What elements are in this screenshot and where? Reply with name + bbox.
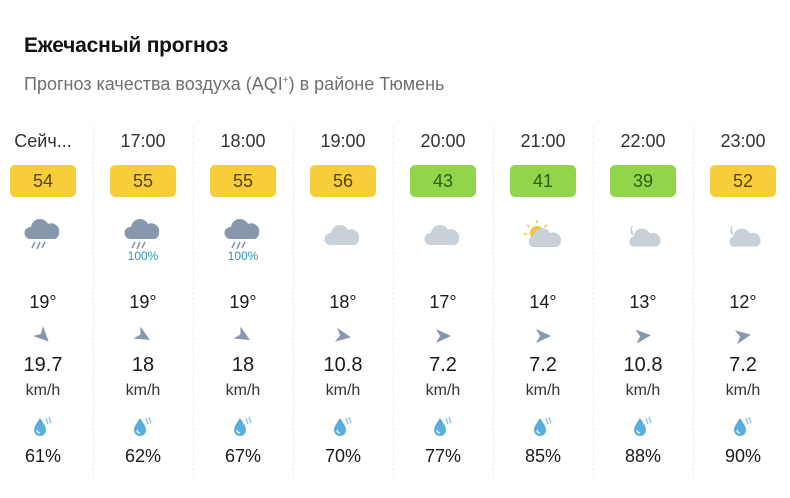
weather-icon-wrap: [613, 217, 673, 273]
hour-label: Сейч...: [14, 131, 72, 151]
wind-speed: 7.2: [429, 354, 457, 376]
temperature: 13°: [629, 292, 657, 312]
rain-cloud-icon: [121, 217, 165, 253]
aqi-plus-superscript: +: [282, 75, 289, 86]
wind-unit: km/h: [725, 382, 761, 399]
hour-column-4[interactable]: 20:00 43 17° 7.2 km/h 77%: [393, 126, 493, 476]
hour-column-7[interactable]: 23:00 52 12° 7.2 km/h 90%: [693, 126, 790, 476]
weather-icon-wrap: [13, 217, 73, 273]
subtitle-text: Прогноз качества воздуха (AQI: [24, 74, 283, 94]
humidity-icon: [131, 416, 155, 443]
hour-column-0[interactable]: Сейч... 54 19° 19.7 km/h 61%: [0, 126, 93, 476]
wind-unit: km/h: [525, 382, 561, 399]
wind-direction-icon: [33, 326, 53, 351]
humidity-value: 88%: [624, 446, 662, 466]
weather-icon-wrap: 100%: [113, 217, 173, 273]
humidity-value: 77%: [424, 446, 462, 466]
temperature: 17°: [429, 292, 457, 312]
humidity-value: 61%: [24, 446, 62, 466]
hour-column-3[interactable]: 19:00 56 18° 10.8 km/h 70%: [293, 126, 393, 476]
wind-speed: 10.8: [623, 354, 663, 376]
weather-icon-wrap: [513, 217, 573, 273]
wind-speed: 19.7: [23, 354, 63, 376]
humidity-icon: [531, 416, 555, 443]
humidity-icon: [731, 416, 755, 443]
precip-chance: 100%: [227, 249, 259, 263]
humidity-value: 70%: [324, 446, 362, 466]
wind-unit: km/h: [225, 382, 261, 399]
aqi-badge[interactable]: 52: [710, 165, 776, 197]
temperature: 19°: [229, 292, 257, 312]
weather-icon-wrap: [313, 217, 373, 273]
humidity-icon: [31, 416, 55, 443]
wind-direction-icon: [633, 326, 653, 351]
wind-direction-icon: [433, 326, 453, 351]
temperature: 19°: [129, 292, 157, 312]
hour-label: 23:00: [720, 131, 766, 151]
humidity-value: 67%: [224, 446, 262, 466]
wind-direction-icon: [733, 326, 753, 351]
rain-cloud-icon: [221, 217, 265, 253]
rain-cloud-icon: [21, 217, 65, 253]
wind-direction-icon: [533, 326, 553, 351]
wind-unit: km/h: [25, 382, 61, 399]
humidity-icon: [431, 416, 455, 443]
hour-label: 19:00: [320, 131, 366, 151]
sun-cloud-icon: [521, 217, 565, 253]
hourly-forecast-grid: Сейч... 54 19° 19.7 km/h 61% 17:00 55 10…: [0, 126, 790, 476]
hour-label: 21:00: [520, 131, 566, 151]
hour-column-1[interactable]: 17:00 55 100% 19° 18 km/h 62%: [93, 126, 193, 476]
wind-speed: 10.8: [323, 354, 363, 376]
wind-speed: 18: [131, 354, 155, 376]
wind-unit: km/h: [625, 382, 661, 399]
temperature: 14°: [529, 292, 557, 312]
wind-direction-icon: [233, 326, 253, 351]
wind-speed: 7.2: [529, 354, 557, 376]
wind-unit: km/h: [425, 382, 461, 399]
wind-direction-icon: [333, 326, 353, 351]
cloud-icon: [321, 217, 365, 253]
aqi-badge[interactable]: 55: [210, 165, 276, 197]
humidity-value: 90%: [724, 446, 762, 466]
wind-unit: km/h: [325, 382, 361, 399]
aqi-badge[interactable]: 54: [10, 165, 76, 197]
weather-icon-wrap: [713, 217, 773, 273]
hour-column-2[interactable]: 18:00 55 100% 19° 18 km/h 67%: [193, 126, 293, 476]
weather-icon-wrap: [413, 217, 473, 273]
moon-cloud-icon: [621, 217, 665, 253]
section-title: Ежечасный прогноз: [24, 34, 229, 57]
hour-column-5[interactable]: 21:00 41 14° 7.2 km/h 85%: [493, 126, 593, 476]
hour-label: 17:00: [120, 131, 166, 151]
wind-direction-icon: [133, 326, 153, 351]
aqi-badge[interactable]: 55: [110, 165, 176, 197]
hour-label: 18:00: [220, 131, 266, 151]
section-subtitle[interactable]: Прогноз качества воздуха (AQI+) в районе…: [24, 74, 444, 95]
humidity-value: 62%: [124, 446, 162, 466]
aqi-badge[interactable]: 56: [310, 165, 376, 197]
weather-icon-wrap: 100%: [213, 217, 273, 273]
humidity-icon: [631, 416, 655, 443]
hour-label: 20:00: [420, 131, 466, 151]
subtitle-location: ) в районе Тюмень: [288, 74, 445, 94]
humidity-icon: [231, 416, 255, 443]
wind-unit: km/h: [125, 382, 161, 399]
precip-chance: 100%: [127, 249, 159, 263]
cloud-icon: [421, 217, 465, 253]
aqi-badge[interactable]: 39: [610, 165, 676, 197]
temperature: 19°: [29, 292, 57, 312]
humidity-icon: [331, 416, 355, 443]
wind-speed: 18: [231, 354, 255, 376]
wind-speed: 7.2: [729, 354, 757, 376]
moon-cloud-icon: [721, 217, 765, 253]
humidity-value: 85%: [524, 446, 562, 466]
aqi-badge[interactable]: 43: [410, 165, 476, 197]
temperature: 18°: [329, 292, 357, 312]
temperature: 12°: [729, 292, 757, 312]
hour-label: 22:00: [620, 131, 666, 151]
hour-column-6[interactable]: 22:00 39 13° 10.8 km/h 88%: [593, 126, 693, 476]
aqi-badge[interactable]: 41: [510, 165, 576, 197]
